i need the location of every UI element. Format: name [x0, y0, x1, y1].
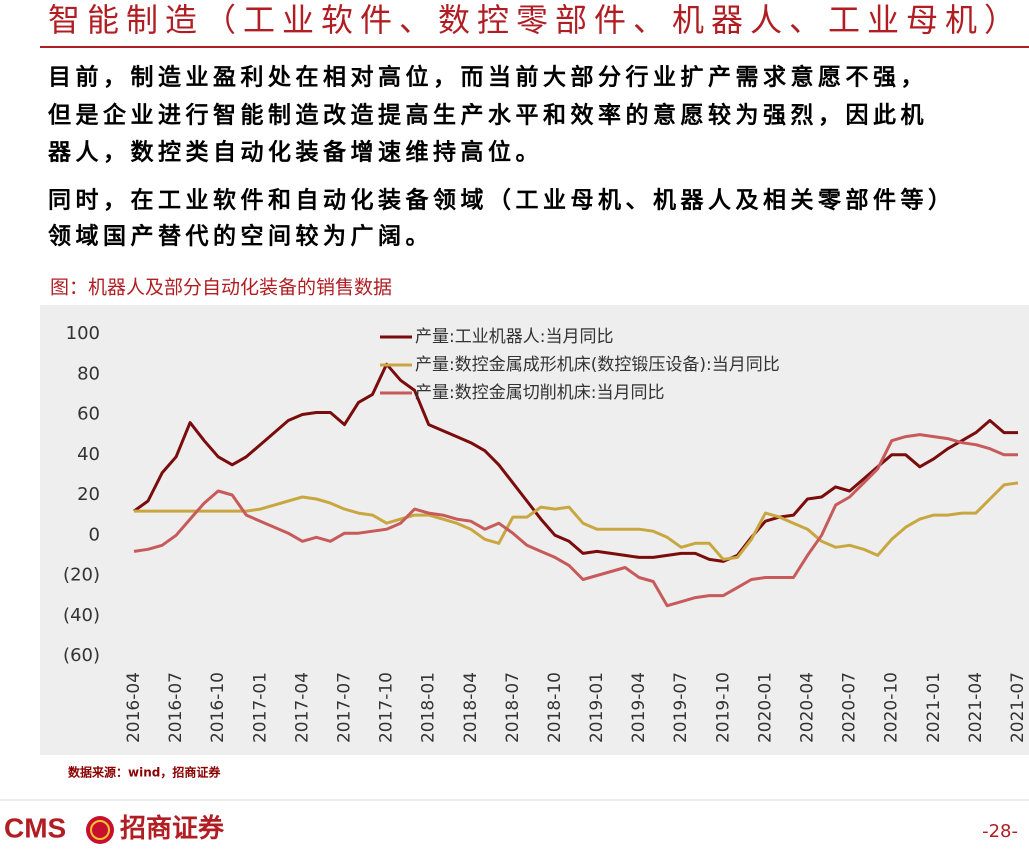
x-tick-label: 2020-07	[840, 672, 860, 743]
y-tick-label: 20	[77, 484, 100, 505]
x-tick-label: 2020-10	[882, 672, 902, 743]
x-tick-label: 2020-04	[798, 672, 818, 743]
x-tick-label: 2018-04	[461, 672, 481, 743]
x-tick-label: 2016-04	[124, 672, 144, 743]
x-tick-label: 2017-07	[334, 672, 354, 743]
y-tick-label: (20)	[63, 565, 100, 586]
x-tick-label: 2021-04	[966, 672, 986, 743]
y-tick-label: (40)	[63, 605, 100, 626]
x-tick-label: 2019-07	[671, 672, 691, 743]
legend-label: 产量:数控金属切削机床:当月同比	[415, 383, 664, 403]
chart-caption: 图：机器人及部分自动化装备的销售数据	[50, 277, 392, 299]
source: 数据来源：wind，招商证券	[68, 765, 221, 780]
paragraph-line: 目前，制造业盈利处在相对高位，而当前大部分行业扩产需求意愿不强，	[48, 64, 928, 91]
x-tick-label: 2019-10	[713, 672, 733, 743]
y-tick-label: 40	[77, 444, 100, 465]
paragraph-line: 同时，在工业软件和自动化装备领域（工业母机、机器人及相关零部件等）	[48, 187, 956, 214]
x-tick-label: 2020-01	[755, 672, 775, 743]
y-tick-label: 60	[77, 404, 100, 425]
x-tick-label: 2018-01	[419, 672, 439, 743]
y-tick-label: 80	[77, 363, 100, 384]
legend-label: 产量:工业机器人:当月同比	[415, 327, 613, 347]
chart-background	[40, 305, 1029, 755]
x-tick-label: 2021-01	[924, 672, 944, 743]
paragraph-line: 领域国产替代的空间较为广阔。	[48, 223, 433, 250]
logo-icon-ring	[90, 820, 110, 840]
paragraph-line: 但是企业进行智能制造改造提高生产水平和效率的意愿较为强烈，因此机	[48, 102, 928, 129]
x-tick-label: 2016-07	[166, 672, 186, 743]
brand: 招商证券	[120, 813, 225, 844]
x-tick-label: 2017-10	[377, 672, 397, 743]
x-tick-label: 2019-01	[587, 672, 607, 743]
page-title: 智能制造（工业软件、数控零部件、机器人、工业母机）	[48, 1, 1023, 39]
y-tick-label: 0	[89, 524, 100, 545]
x-tick-label: 2018-10	[545, 672, 565, 743]
y-tick-label: (60)	[63, 645, 100, 666]
x-tick-label: 2017-04	[292, 672, 312, 743]
logo: CMS	[4, 812, 66, 843]
x-tick-label: 2018-07	[503, 672, 523, 743]
x-tick-label: 2021-07	[1008, 672, 1028, 743]
x-tick-label: 2017-01	[250, 672, 270, 743]
y-tick-label: 100	[66, 323, 100, 344]
legend-label: 产量:数控金属成形机床(数控锻压设备):当月同比	[415, 355, 780, 375]
series-line	[133, 362, 1018, 563]
series-line	[134, 481, 1019, 561]
x-tick-label: 2019-04	[629, 672, 649, 743]
page-number: -28-	[982, 821, 1018, 842]
x-tick-label: 2016-10	[208, 672, 228, 743]
paragraph-line: 器人，数控类自动化装备增速维持高位。	[47, 139, 543, 166]
series-line	[133, 433, 1018, 608]
